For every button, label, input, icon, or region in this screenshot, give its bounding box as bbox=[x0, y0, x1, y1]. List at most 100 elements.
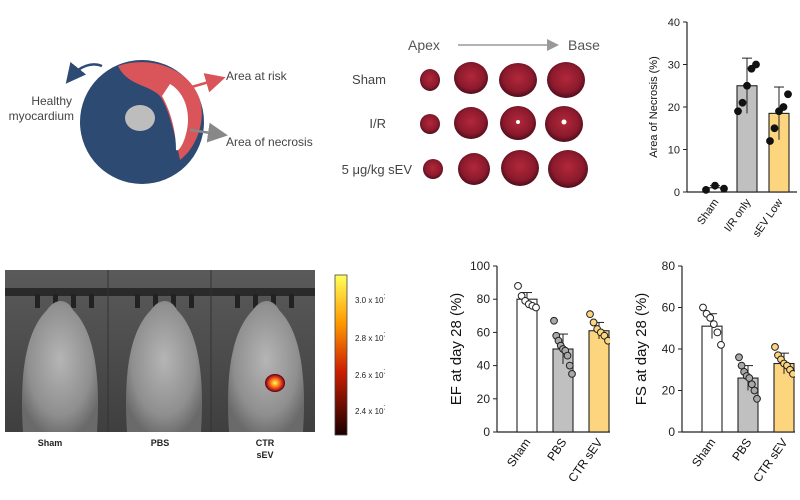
data-point bbox=[766, 137, 774, 145]
svg-text:2.6 x 107: 2.6 x 107 bbox=[355, 370, 385, 380]
tissue-slice bbox=[423, 159, 443, 179]
y-tick-label: 20 bbox=[477, 392, 491, 406]
ivis-clamps bbox=[35, 294, 294, 308]
ivis-imaging-panel: Sham PBS CTR sEV 3.0 x 107 2.8 x 107 2.6… bbox=[5, 270, 387, 470]
data-point bbox=[750, 386, 759, 395]
mouse-pbs bbox=[126, 301, 202, 432]
y-tick-label: 0 bbox=[674, 187, 680, 199]
ivis-top-rail bbox=[5, 288, 315, 296]
bioluminescence-signal bbox=[265, 374, 285, 392]
data-point bbox=[514, 282, 522, 290]
mouse-ctr-sev bbox=[228, 301, 304, 432]
mouse-label-sev: sEV bbox=[256, 450, 273, 460]
ef-chart-panel: 0 20 40 60 80 100 EF at day 28 (%) Sham PBS CTR s… bbox=[435, 250, 619, 495]
ivis-imaging-svg: Sham PBS CTR sEV 3.0 x 107 2.8 x 107 2.6… bbox=[5, 270, 387, 460]
tissue-slice bbox=[499, 63, 537, 97]
heart-schematic-panel: Healthy myocardium Area at risk Area of … bbox=[0, 0, 340, 190]
risk-arrow bbox=[187, 73, 226, 93]
x-tick-label: CTR sEV bbox=[565, 436, 605, 485]
colorbar-tick: 2.6 x 107 bbox=[355, 370, 387, 380]
y-tick-label: 10 bbox=[668, 145, 680, 157]
y-tick-label: 100 bbox=[470, 259, 490, 273]
base-label: Base bbox=[568, 37, 600, 53]
tissue-sections-panel: Apex Base Sham I/R 5 μg/kg sEV bbox=[330, 28, 630, 198]
x-tick-label: sEV Low bbox=[751, 197, 786, 239]
row-label-ir: I/R bbox=[369, 116, 386, 131]
y-tick-label: 40 bbox=[477, 359, 491, 373]
x-tick-label: PBS bbox=[729, 436, 754, 464]
data-point bbox=[589, 318, 598, 327]
y-tick-label: 40 bbox=[662, 342, 676, 356]
data-point bbox=[743, 81, 751, 90]
data-point bbox=[734, 107, 742, 116]
svg-text:2.4 x 107: 2.4 x 107 bbox=[355, 406, 385, 416]
y-tick-label: 30 bbox=[668, 60, 680, 72]
mouse-sham bbox=[22, 301, 98, 432]
data-point bbox=[709, 320, 718, 328]
x-tick-label: Sham bbox=[689, 436, 718, 470]
y-tick-label: 40 bbox=[668, 17, 680, 29]
data-point bbox=[711, 181, 719, 190]
svg-text:2.8 x 107: 2.8 x 107 bbox=[355, 333, 385, 343]
data-point bbox=[752, 60, 760, 69]
data-point bbox=[789, 370, 797, 378]
data-point bbox=[586, 310, 594, 319]
data-point bbox=[550, 316, 558, 325]
x-tick-label: Sham bbox=[695, 197, 721, 227]
y-tick-label: 80 bbox=[662, 259, 676, 273]
heart-schematic-svg: Healthy myocardium Area at risk Area of … bbox=[9, 60, 313, 184]
healthy-label-line2: myocardium bbox=[9, 109, 74, 123]
svg-text:3.0 x 107: 3.0 x 107 bbox=[355, 295, 385, 305]
y-tick-label: 80 bbox=[477, 292, 491, 306]
colorbar bbox=[334, 274, 348, 436]
data-point bbox=[720, 184, 728, 193]
tissue-slice bbox=[420, 69, 440, 91]
data-point bbox=[604, 336, 612, 345]
y-axis-label: FS at day 28 (%) bbox=[633, 293, 650, 406]
y-axis-label: EF at day 28 (%) bbox=[448, 293, 465, 406]
healthy-label-line1: Healthy bbox=[31, 94, 72, 108]
colorbar-tick: 2.8 x 107 bbox=[355, 333, 387, 343]
y-tick-label: 0 bbox=[668, 425, 675, 439]
necrosis-label: Area of necrosis bbox=[226, 135, 313, 149]
x-tick-label: PBS bbox=[544, 436, 569, 464]
data-point bbox=[717, 340, 725, 349]
apex-label: Apex bbox=[408, 37, 440, 53]
tissue-sections-svg: Apex Base Sham I/R 5 μg/kg sEV bbox=[342, 37, 600, 188]
data-point bbox=[738, 98, 747, 107]
tissue-slice bbox=[501, 150, 539, 186]
data-point bbox=[702, 185, 710, 194]
tissue-slice bbox=[458, 153, 490, 185]
bar bbox=[588, 330, 610, 433]
data-point bbox=[779, 103, 788, 111]
tissue-cavity bbox=[516, 120, 520, 124]
row-label-sham: Sham bbox=[352, 72, 386, 87]
tissue-slice bbox=[548, 150, 588, 188]
ventricle-cavity-shape bbox=[125, 105, 155, 131]
necrosis-arrow bbox=[189, 122, 228, 143]
y-tick-label: 60 bbox=[662, 301, 676, 315]
data-point bbox=[532, 303, 540, 312]
data-point bbox=[568, 370, 576, 378]
y-tick-label: 0 bbox=[483, 425, 490, 439]
fs-chart-panel: 0 20 40 60 80 FS at day 28 (%) Sham PBS CTR sEV bbox=[620, 250, 800, 495]
data-point bbox=[699, 303, 707, 312]
data-point bbox=[706, 313, 715, 322]
colorbar-tick: 3.0 x 107 bbox=[355, 295, 387, 305]
risk-label: Area at risk bbox=[226, 69, 288, 83]
healthy-arrow bbox=[65, 61, 103, 84]
x-tick-label: Sham bbox=[504, 436, 533, 470]
y-tick-label: 20 bbox=[662, 384, 676, 398]
data-point bbox=[784, 90, 792, 99]
y-axis-label: Area of Necrosis (%) bbox=[648, 56, 660, 157]
necrosis-chart-svg: 0 10 20 30 40 Area of Necrosis (%) Sham I/R onl… bbox=[648, 17, 797, 239]
data-point bbox=[771, 343, 779, 351]
data-point bbox=[713, 328, 722, 337]
data-point bbox=[753, 394, 761, 403]
tissue-slice bbox=[454, 107, 488, 139]
tissue-cavity bbox=[561, 119, 567, 125]
row-label-sev: 5 μg/kg sEV bbox=[342, 162, 413, 177]
data-point bbox=[563, 351, 572, 360]
